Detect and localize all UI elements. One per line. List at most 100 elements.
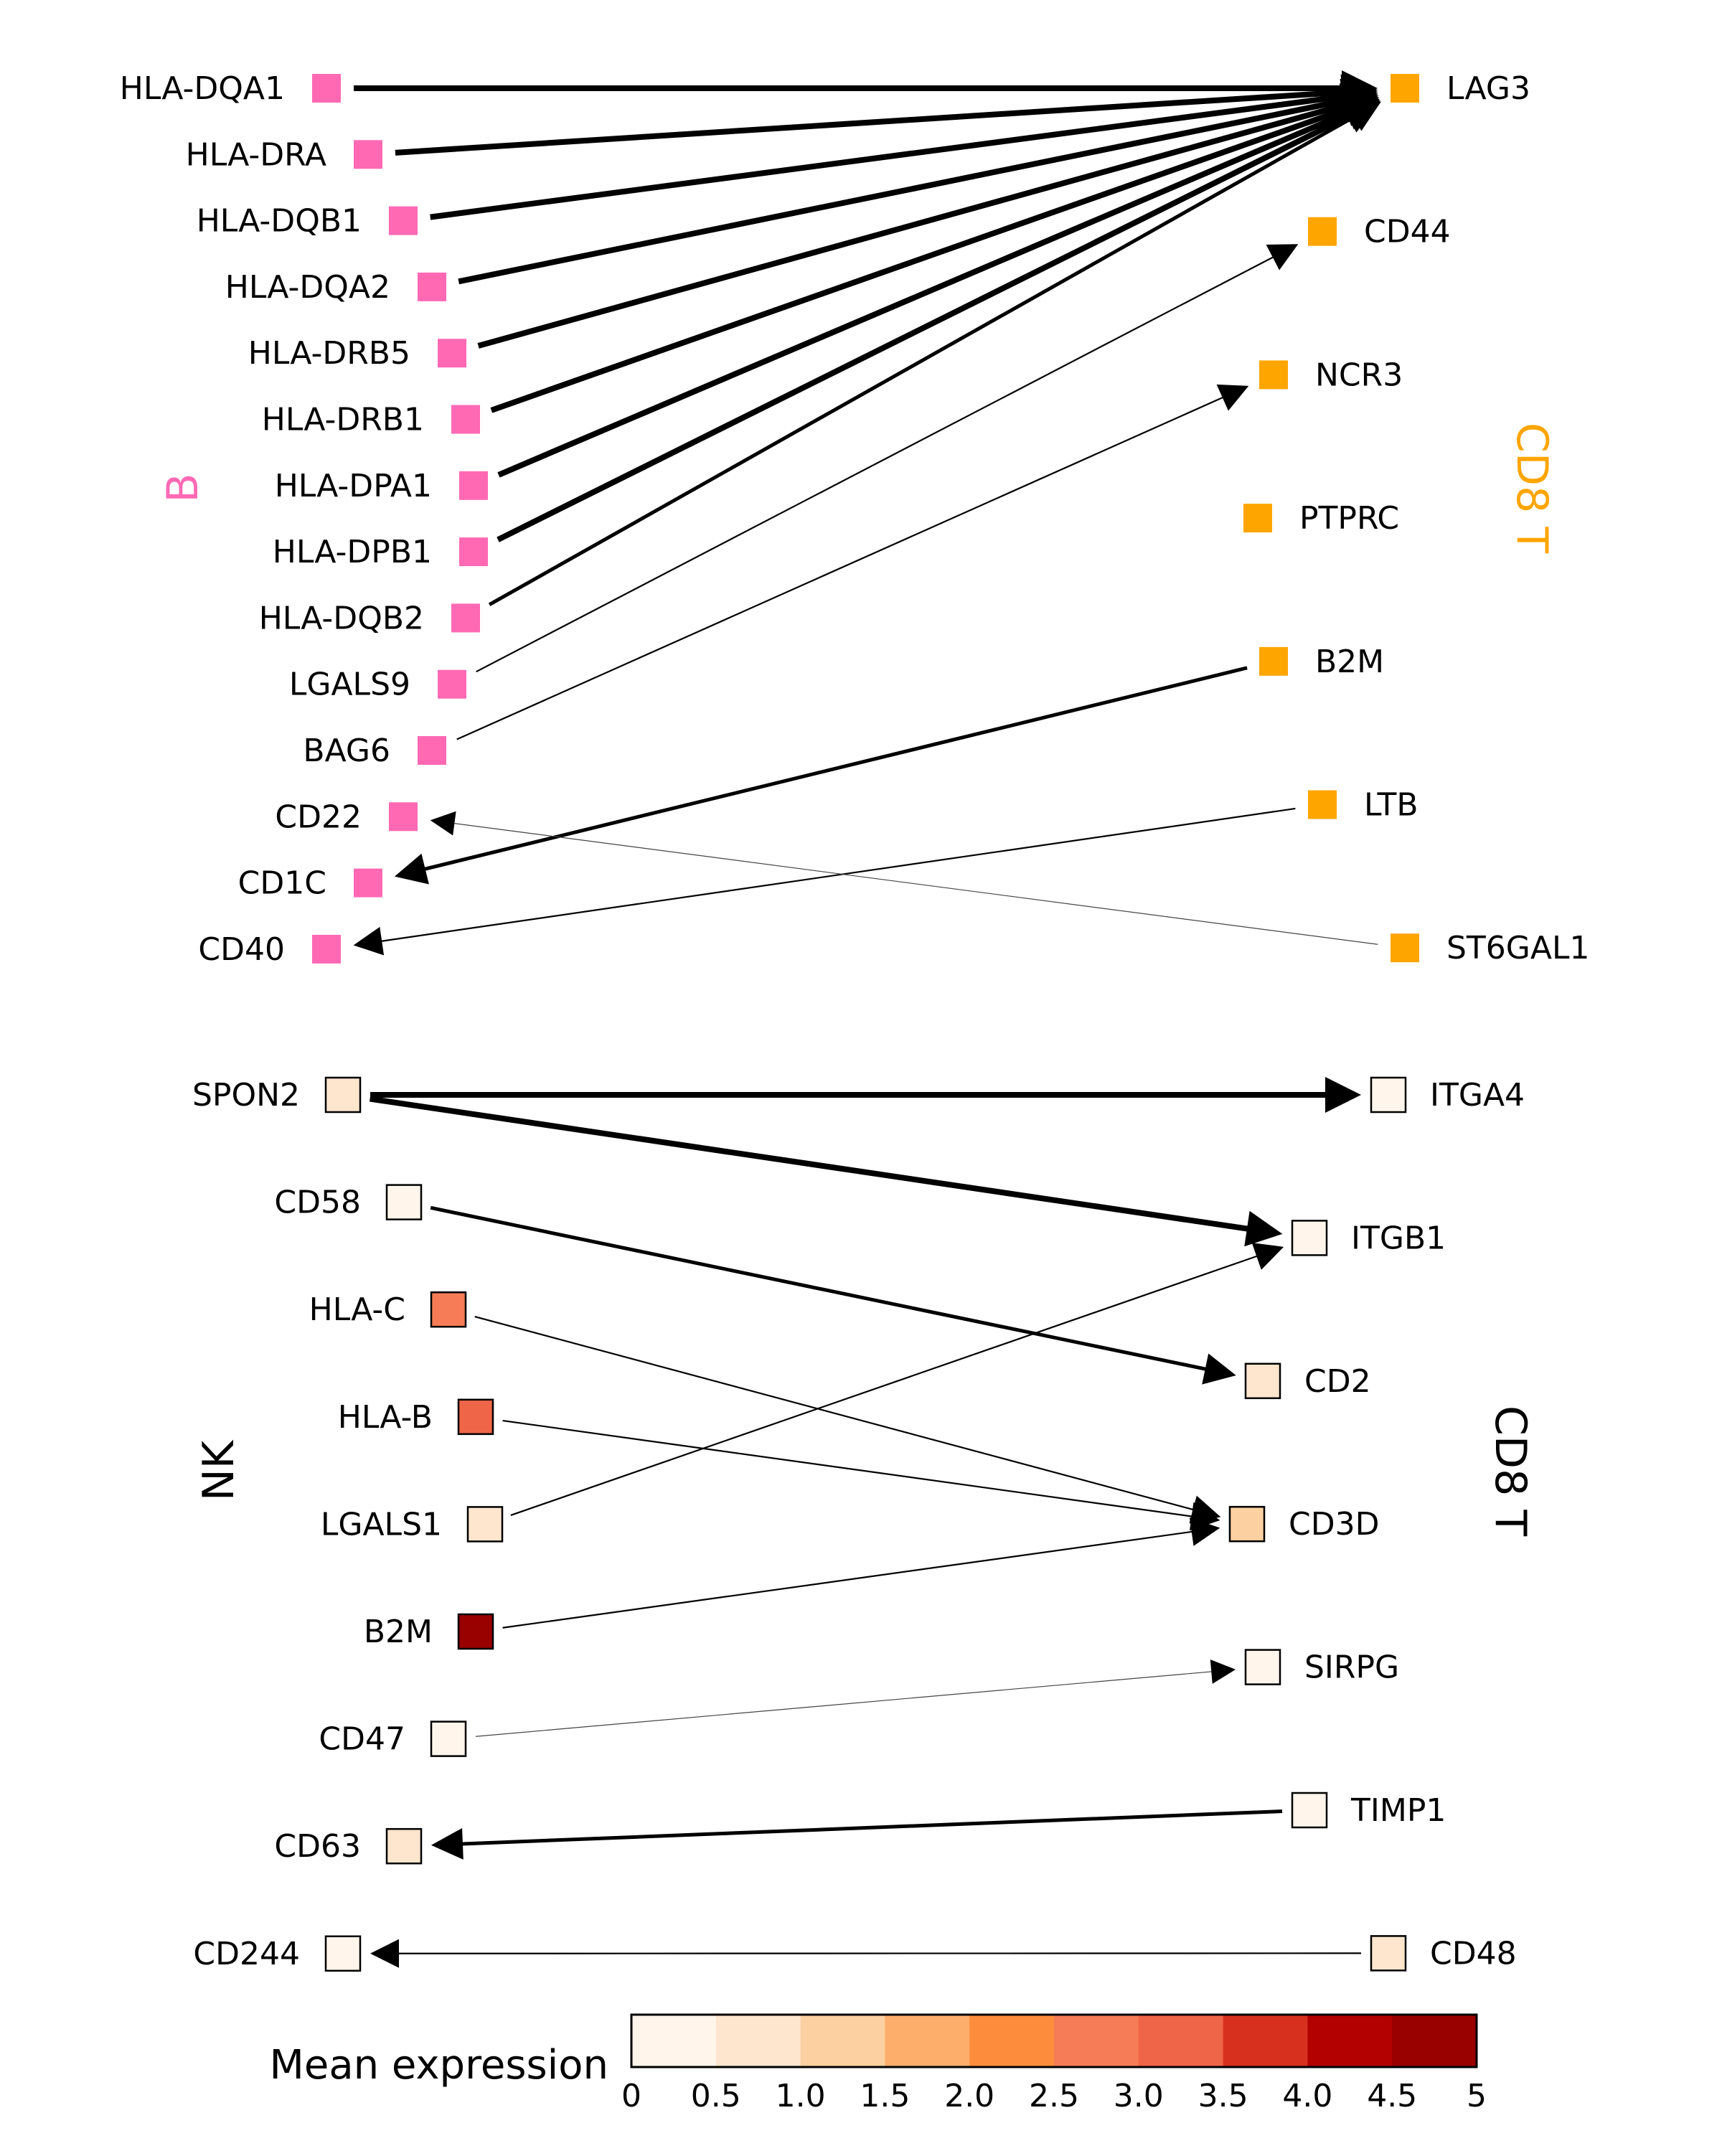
edge-b-b2m-cd1c — [413, 668, 1248, 872]
colorbar-tick-label: 2.5 — [1029, 2078, 1079, 2114]
colorbar-cell — [1392, 2015, 1477, 2067]
node-b-hla-dpa1 — [459, 471, 488, 500]
label-b-cd40: CD40 — [198, 931, 285, 968]
node-nk-cd244 — [326, 1936, 360, 1971]
edge-b-ltb-cd40 — [370, 809, 1295, 943]
edge-b-st6gal1-cd22-arrowhead — [430, 811, 456, 836]
node-b-bag6 — [418, 736, 446, 765]
node-nk-cd47 — [431, 1722, 466, 1756]
node-b-lgals9 — [438, 670, 466, 699]
colorbar-cell — [969, 2015, 1054, 2067]
label-b-hla-dqb2: HLA-DQB2 — [259, 600, 424, 636]
label-nk-cd58: CD58 — [274, 1185, 361, 1221]
label-b-hla-dqa2: HLA-DQA2 — [225, 269, 390, 306]
colorbar-tick-label: 4.5 — [1367, 2078, 1417, 2114]
label-nk-cd8-cd48: CD48 — [1430, 1935, 1517, 1972]
edge-nk-spon2-itgb1 — [370, 1099, 1261, 1231]
node-nk-cd8-timp1 — [1292, 1793, 1327, 1827]
label-cd8-lag3: LAG3 — [1446, 70, 1530, 107]
label-b-hla-dqb1: HLA-DQB1 — [197, 203, 362, 240]
node-b-hla-dpb1 — [459, 537, 488, 566]
colorbar-cell — [1223, 2015, 1308, 2067]
group-label-b-sender: B — [158, 473, 208, 502]
node-b-cd40 — [312, 935, 341, 964]
edge-nk-spon2-itgb1-arrowhead — [1244, 1211, 1282, 1246]
label-nk-cd8-cd2: CD2 — [1304, 1363, 1371, 1400]
node-nk-lgals1 — [468, 1507, 502, 1541]
colorbar-cell — [631, 2015, 716, 2067]
label-nk-cd244: CD244 — [193, 1936, 300, 1972]
node-nk-cd8-cd2 — [1246, 1364, 1280, 1398]
label-nk-b2m: B2M — [364, 1614, 433, 1650]
node-b-hla-dra — [354, 140, 382, 169]
node-nk-b2m — [458, 1614, 493, 1649]
node-nk-cd63 — [387, 1829, 421, 1863]
colorbar-cells — [631, 2015, 1477, 2067]
node-cd8-lag3 — [1391, 74, 1419, 103]
node-b-hla-dqb2 — [451, 603, 480, 632]
colorbar-cell — [801, 2015, 885, 2067]
node-cd8-st6gal1 — [1391, 933, 1419, 962]
node-nk-hla-b — [458, 1400, 493, 1434]
label-b-hla-dpa1: HLA-DPA1 — [275, 468, 432, 504]
colorbar-label: Mean expression — [270, 2042, 608, 2089]
label-b-lgals9: LGALS9 — [289, 667, 410, 703]
label-b-bag6: BAG6 — [303, 733, 390, 769]
node-cd8-ptprc — [1243, 504, 1272, 532]
colorbar-tick-label: 5 — [1467, 2078, 1487, 2114]
node-b-hla-dqa1 — [312, 74, 341, 103]
colorbar-cell — [885, 2015, 969, 2067]
node-b-hla-drb1 — [451, 405, 480, 434]
edge-b-lgals9-cd44-arrowhead — [1266, 244, 1299, 270]
label-b-hla-dqa1: HLA-DQA1 — [120, 70, 285, 107]
node-b-hla-drb5 — [438, 339, 466, 367]
colorbar-tick-label: 3.0 — [1114, 2078, 1164, 2114]
colorbar-cell — [1139, 2015, 1223, 2067]
edge-nk-spon2-itga4-arrowhead — [1325, 1077, 1361, 1113]
label-b-hla-drb1: HLA-DRB1 — [262, 402, 424, 438]
colorbar-tick-label: 2.0 — [944, 2078, 994, 2114]
label-cd8-b2m: B2M — [1315, 644, 1384, 680]
colorbar-tick-label: 0 — [621, 2078, 641, 2114]
label-nk-cd8-cd3d: CD3D — [1289, 1506, 1379, 1543]
edge-nk-cd48-cd244-arrowhead — [370, 1939, 399, 1968]
label-cd8-cd44: CD44 — [1364, 214, 1451, 250]
label-nk-cd8-sirpg: SIRPG — [1304, 1649, 1399, 1686]
label-cd8-ltb: LTB — [1364, 787, 1418, 824]
node-nk-cd8-sirpg — [1246, 1650, 1280, 1685]
colorbar-cell — [1307, 2015, 1392, 2067]
label-cd8-ncr3: NCR3 — [1315, 357, 1403, 393]
edge-nk-cd58-cd2 — [430, 1208, 1218, 1371]
node-nk-spon2 — [326, 1078, 360, 1112]
edge-nk-cd58-cd2-arrowhead — [1202, 1354, 1236, 1385]
edge-b-hla-dpb1-lag3 — [498, 110, 1361, 540]
label-b-cd1c: CD1C — [238, 865, 326, 902]
label-nk-cd8-itgb1: ITGB1 — [1351, 1220, 1446, 1256]
label-nk-cd63: CD63 — [274, 1828, 361, 1865]
edge-nk-cd47-sirpg-arrowhead — [1210, 1660, 1236, 1684]
node-cd8-b2m — [1259, 647, 1288, 676]
edge-b-ltb-cd40-arrowhead — [354, 927, 384, 956]
label-b-hla-dra: HLA-DRA — [186, 136, 326, 173]
colorbar-tick-label: 3.5 — [1198, 2078, 1248, 2114]
edge-b-b2m-cd1c-arrowhead — [395, 854, 429, 885]
node-b-cd1c — [354, 869, 382, 898]
edge-b-st6gal1-cd22 — [445, 822, 1378, 944]
edge-nk-b2m-cd3d — [503, 1530, 1203, 1628]
node-nk-hla-c — [431, 1292, 466, 1327]
label-b-hla-dpb1: HLA-DPB1 — [273, 534, 432, 570]
node-nk-cd8-itga4 — [1371, 1078, 1406, 1112]
label-nk-hla-c: HLA-C — [309, 1291, 405, 1328]
label-b-cd22: CD22 — [275, 799, 362, 835]
colorbar-tick-label: 1.5 — [860, 2078, 910, 2114]
label-b-hla-drb5: HLA-DRB5 — [248, 335, 410, 372]
node-nk-cd8-itgb1 — [1292, 1220, 1327, 1255]
node-b-hla-dqa2 — [418, 273, 446, 301]
colorbar-tick-label: 0.5 — [691, 2078, 741, 2114]
label-nk-cd8-itga4: ITGA4 — [1430, 1077, 1525, 1114]
group-label-b-receiver: CD8 T — [1507, 423, 1557, 553]
label-nk-cd8-timp1: TIMP1 — [1350, 1792, 1446, 1829]
